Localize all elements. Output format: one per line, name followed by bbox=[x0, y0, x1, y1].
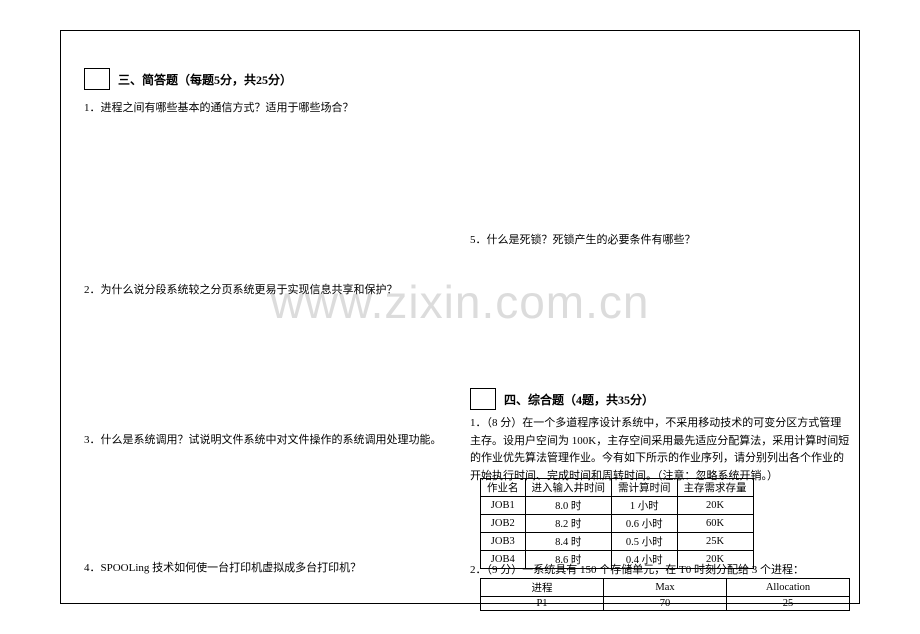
proc-col-1: Max bbox=[604, 579, 727, 597]
page-content: 三、简答题（每题5分，共25分） 1．进程之间有哪些基本的通信方式？适用于哪些场… bbox=[60, 30, 860, 604]
job-cell: 8.4 时 bbox=[525, 533, 612, 551]
left-column: 三、简答题（每题5分，共25分） 1．进程之间有哪些基本的通信方式？适用于哪些场… bbox=[60, 30, 460, 604]
right-column: 5．什么是死锁？死锁产生的必要条件有哪些？ 四、综合题（4题，共35分） 1．（… bbox=[460, 30, 860, 604]
job-cell: 0.5 小时 bbox=[612, 533, 678, 551]
job-col-3: 主存需求存量 bbox=[677, 479, 753, 497]
job-cell: 25K bbox=[677, 533, 753, 551]
job-cell: 20K bbox=[677, 497, 753, 515]
section4-header: 四、综合题（4题，共35分） bbox=[470, 388, 654, 410]
question-1: 1．进程之间有哪些基本的通信方式？适用于哪些场合？ bbox=[84, 100, 444, 118]
proc-cell: 70 bbox=[604, 597, 727, 611]
section3-header: 三、简答题（每题5分，共25分） bbox=[84, 68, 292, 90]
job-col-0: 作业名 bbox=[481, 479, 526, 497]
proc-col-0: 进程 bbox=[481, 579, 604, 597]
job-table-wrap: 作业名 进入输入井时间 需计算时间 主存需求存量 JOB1 8.0 时 1 小时… bbox=[480, 478, 754, 569]
comprehensive-1: 1．（8 分）在一个多道程序设计系统中，不采用移动技术的可变分区方式管理主存。设… bbox=[470, 415, 850, 485]
job-table: 作业名 进入输入井时间 需计算时间 主存需求存量 JOB1 8.0 时 1 小时… bbox=[480, 478, 754, 569]
exam-page: www.zixin.com.cn 三、简答题（每题5分，共25分） 1．进程之间… bbox=[0, 0, 920, 634]
proc-cell: P1 bbox=[481, 597, 604, 611]
job-cell: 0.6 小时 bbox=[612, 515, 678, 533]
section3-score-box bbox=[84, 68, 110, 90]
job-cell: 8.2 时 bbox=[525, 515, 612, 533]
job-row-0: JOB1 8.0 时 1 小时 20K bbox=[481, 497, 754, 515]
job-row-2: JOB3 8.4 时 0.5 小时 25K bbox=[481, 533, 754, 551]
section3-title: 三、简答题（每题5分，共25分） bbox=[118, 71, 292, 88]
comprehensive-2: 2．（9 分）一系统具有 150 个存储单元，在 T0 时刻分配给 3 个进程： bbox=[470, 562, 850, 580]
section4-title: 四、综合题（4题，共35分） bbox=[504, 391, 654, 408]
job-cell: JOB2 bbox=[481, 515, 526, 533]
job-row-1: JOB2 8.2 时 0.6 小时 60K bbox=[481, 515, 754, 533]
job-cell: JOB1 bbox=[481, 497, 526, 515]
job-cell: JOB3 bbox=[481, 533, 526, 551]
proc-table: 进程 Max Allocation P1 70 25 bbox=[480, 578, 850, 611]
question-2: 2．为什么说分段系统较之分页系统更易于实现信息共享和保护？ bbox=[84, 282, 444, 300]
job-cell: 60K bbox=[677, 515, 753, 533]
job-cell: 1 小时 bbox=[612, 497, 678, 515]
proc-table-header-row: 进程 Max Allocation bbox=[481, 579, 850, 597]
question-4: 4．SPOOLing 技术如何使一台打印机虚拟成多台打印机？ bbox=[84, 560, 444, 578]
proc-col-2: Allocation bbox=[727, 579, 850, 597]
proc-cell: 25 bbox=[727, 597, 850, 611]
job-col-2: 需计算时间 bbox=[612, 479, 678, 497]
question-3: 3．什么是系统调用？试说明文件系统中对文件操作的系统调用处理功能。 bbox=[84, 432, 444, 450]
job-table-header-row: 作业名 进入输入井时间 需计算时间 主存需求存量 bbox=[481, 479, 754, 497]
job-cell: 8.0 时 bbox=[525, 497, 612, 515]
proc-row-0: P1 70 25 bbox=[481, 597, 850, 611]
question-5: 5．什么是死锁？死锁产生的必要条件有哪些？ bbox=[470, 232, 830, 250]
section4-score-box bbox=[470, 388, 496, 410]
job-col-1: 进入输入井时间 bbox=[525, 479, 612, 497]
proc-table-wrap: 进程 Max Allocation P1 70 25 bbox=[480, 578, 850, 611]
